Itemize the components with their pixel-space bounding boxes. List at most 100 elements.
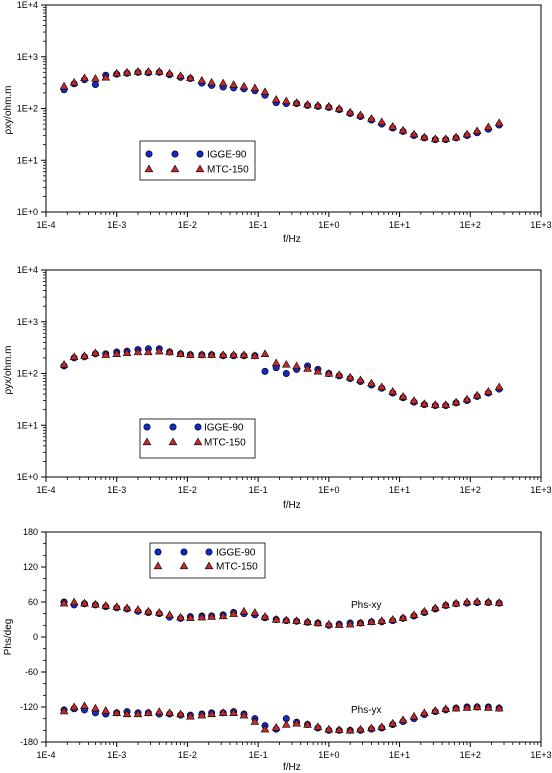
mtc-150-point <box>388 122 398 130</box>
legend-label: IGGE-90 <box>207 150 247 161</box>
mtc-150-point <box>494 118 504 126</box>
x-tick-label: 1E-1 <box>249 485 268 495</box>
y-tick-label: 1E+4 <box>17 0 38 10</box>
mtc-150-point <box>303 364 312 372</box>
mtc-150-point <box>207 612 216 620</box>
mtc-150-point <box>80 701 89 709</box>
mtc-150-point <box>229 609 238 617</box>
mtc-150-point <box>409 129 419 138</box>
x-tick-label: 1E-3 <box>107 750 126 760</box>
mtc-150-point <box>356 724 365 733</box>
plot-frame <box>45 269 542 478</box>
y-tick-label: 1E+0 <box>17 472 38 482</box>
mtc-150-point <box>260 612 270 620</box>
mtc-150-point <box>494 598 504 606</box>
y-tick-label: -120 <box>20 702 38 712</box>
mtc-150-point <box>292 361 301 370</box>
mtc-150-point <box>91 703 100 712</box>
mtc-150-point <box>133 605 143 613</box>
mtc-150-point <box>250 351 260 359</box>
mtc-150-point <box>472 390 482 399</box>
mtc-150-point <box>377 616 387 624</box>
mtc-150-point <box>239 81 249 90</box>
mtc-150-point <box>218 78 228 87</box>
mtc-150-point <box>462 129 472 138</box>
mtc-150-point <box>218 708 228 716</box>
x-tick-label: 1E+0 <box>318 750 339 760</box>
mtc-150-point <box>430 400 440 408</box>
mtc-150-point <box>377 382 387 391</box>
x-tick-label: 1E+0 <box>318 485 339 495</box>
mtc-150-point <box>388 615 398 623</box>
mtc-150-point <box>420 606 429 615</box>
mtc-150-point <box>122 603 132 611</box>
y-tick-label: 60 <box>28 597 38 607</box>
mtc-150-point <box>69 77 79 86</box>
mtc-150-point <box>484 387 493 395</box>
y-tick-label: 1E+0 <box>17 207 38 217</box>
mtc-150-point <box>59 359 69 368</box>
mtc-150-point <box>441 704 451 712</box>
mtc-150-point <box>292 616 301 624</box>
mtc-150-point <box>154 346 164 355</box>
mtc-150-point <box>197 350 207 358</box>
mtc-150-point <box>398 392 408 400</box>
mtc-150-point <box>229 350 238 358</box>
legend-igge-90-marker <box>180 548 188 556</box>
mtc-150-point <box>409 396 419 404</box>
y-axis-ticks: 1E+0 1E+1 1E+2 1E+3 1E+4 <box>17 265 46 482</box>
mtc-150-point <box>451 132 461 141</box>
legend-mtc-150-marker <box>144 164 154 173</box>
mtc-150-point <box>462 597 472 606</box>
legend-igge-90-marker <box>205 548 213 556</box>
mtc-150-point <box>345 619 355 628</box>
legend-mtc-150-marker <box>195 164 205 173</box>
mtc-150-point <box>176 71 185 79</box>
x-axis-label: f/Hz <box>283 762 301 773</box>
mtc-150-point <box>281 720 291 728</box>
mtc-150-point <box>494 703 504 712</box>
mtc-150-point <box>165 708 174 716</box>
legend-mtc-150-marker <box>170 164 180 173</box>
mtc-150-point <box>112 68 122 77</box>
legend-mtc-150-marker <box>142 437 152 446</box>
legend: IGGE-90 MTC-150 <box>139 418 256 459</box>
mtc-150-point <box>324 101 334 110</box>
mtc-150-point <box>133 709 143 718</box>
x-tick-label: 1E-4 <box>36 485 55 495</box>
legend-mtc-150-marker <box>179 561 189 570</box>
mtc-150-point <box>281 96 291 105</box>
mtc-150-point <box>377 722 387 730</box>
mtc-150-point <box>281 359 291 368</box>
mtc-150-point <box>292 718 301 727</box>
mtc-150-point <box>197 710 207 719</box>
mtc-150-point <box>334 370 344 378</box>
mtc-150-point <box>356 375 365 384</box>
y-tick-label: 0 <box>33 632 38 642</box>
mtc-150-point <box>281 615 291 624</box>
y-tick-label: 1E+1 <box>17 420 38 430</box>
mtc-150-point <box>165 68 174 77</box>
mtc-150-point <box>260 87 270 95</box>
mtc-150-point <box>91 74 100 82</box>
mtc-150-point <box>59 598 69 607</box>
y-tick-label: 1E+4 <box>17 265 38 275</box>
mtc-150-point <box>334 104 344 112</box>
mtc-150-point <box>80 351 89 359</box>
y-tick-label: 180 <box>23 527 38 537</box>
mtc-150-point <box>345 107 355 116</box>
mtc-150-point <box>271 94 281 103</box>
mtc-150-point <box>303 617 312 625</box>
mtc-150-point <box>313 366 323 375</box>
mtc-150-point <box>101 601 111 609</box>
legend-label: IGGE-90 <box>204 423 244 434</box>
legend-igge-90-marker <box>196 150 204 158</box>
legend: IGGE-90 MTC-150 <box>139 140 256 181</box>
mtc-150-point <box>345 725 355 734</box>
mtc-150-point <box>388 387 398 395</box>
mtc-150-point <box>101 72 111 81</box>
x-tick-label: 1E-2 <box>178 485 197 495</box>
mtc-150-point <box>430 603 440 611</box>
mtc-150-point <box>367 114 376 122</box>
